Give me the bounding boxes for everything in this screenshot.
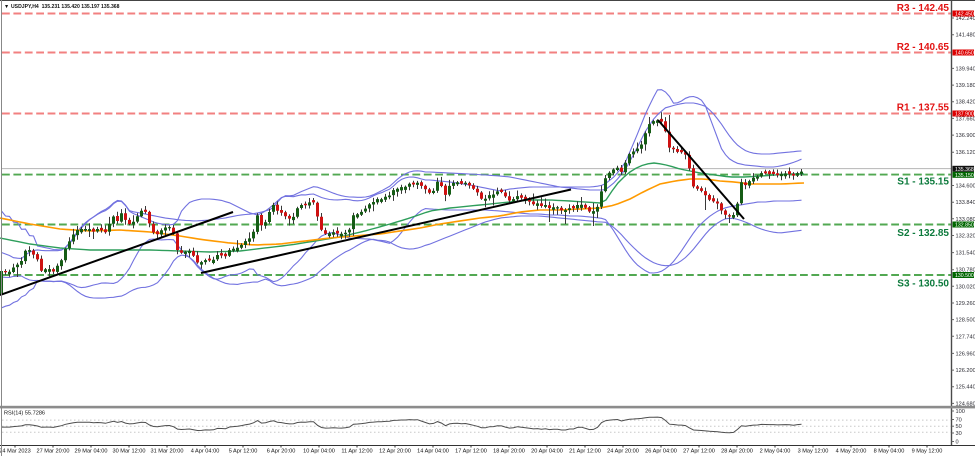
svg-text:4 May 20:00: 4 May 20:00: [836, 449, 867, 455]
svg-text:132.850: 132.850: [955, 223, 974, 229]
svg-text:USDJPY,H4 135.231 135.420 135: USDJPY,H4 135.231 135.420 135.197 135.36…: [11, 4, 120, 10]
svg-text:2 May 04:00: 2 May 04:00: [760, 449, 791, 455]
svg-text:142.450: 142.450: [955, 12, 974, 18]
svg-text:▼: ▼: [4, 4, 9, 10]
svg-text:3 May 12:00: 3 May 12:00: [798, 449, 829, 455]
svg-text:27 Apr 12:00: 27 Apr 12:00: [683, 449, 715, 455]
svg-text:139.940: 139.940: [956, 66, 975, 72]
svg-text:R1 - 137.55: R1 - 137.55: [897, 103, 950, 114]
svg-text:20 Apr 04:00: 20 Apr 04:00: [531, 449, 563, 455]
svg-text:S1 - 135.15: S1 - 135.15: [897, 177, 949, 188]
svg-text:126.960: 126.960: [956, 351, 975, 357]
svg-text:134.600: 134.600: [956, 184, 975, 190]
svg-text:4 Apr 04:00: 4 Apr 04:00: [191, 449, 220, 455]
svg-text:139.180: 139.180: [956, 83, 975, 89]
svg-text:30: 30: [956, 431, 962, 437]
svg-text:27 Mar 20:00: 27 Mar 20:00: [37, 449, 70, 455]
svg-text:5 Apr 12:00: 5 Apr 12:00: [229, 449, 258, 455]
svg-text:12 Apr 20:00: 12 Apr 20:00: [379, 449, 411, 455]
svg-text:70: 70: [956, 418, 962, 424]
svg-text:17 Apr 12:00: 17 Apr 12:00: [455, 449, 487, 455]
svg-text:130.020: 130.020: [956, 284, 975, 290]
svg-text:6 Apr 20:00: 6 Apr 20:00: [267, 449, 296, 455]
svg-text:130.500: 130.500: [955, 273, 974, 279]
svg-text:141.480: 141.480: [956, 33, 975, 39]
svg-text:132.320: 132.320: [956, 234, 975, 240]
svg-text:136.120: 136.120: [956, 150, 975, 156]
svg-text:RSI(14) 55.7286: RSI(14) 55.7286: [4, 411, 45, 417]
svg-text:0: 0: [956, 440, 959, 446]
svg-text:24 Mar 2023: 24 Mar 2023: [0, 449, 31, 455]
svg-text:8 May 04:00: 8 May 04:00: [874, 449, 905, 455]
svg-text:50: 50: [956, 424, 962, 430]
svg-text:24 Apr 20:00: 24 Apr 20:00: [607, 449, 639, 455]
svg-text:9 May 12:00: 9 May 12:00: [912, 449, 943, 455]
svg-text:10 Apr 04:00: 10 Apr 04:00: [303, 449, 335, 455]
svg-text:11 Apr 12:00: 11 Apr 12:00: [341, 449, 372, 455]
svg-text:135.150: 135.150: [955, 173, 974, 179]
svg-text:14 Apr 04:00: 14 Apr 04:00: [417, 449, 449, 455]
svg-text:138.420: 138.420: [956, 100, 975, 106]
svg-text:R3 - 142.45: R3 - 142.45: [897, 3, 950, 14]
svg-text:126.200: 126.200: [956, 368, 975, 374]
svg-text:18 Apr 20:00: 18 Apr 20:00: [493, 449, 525, 455]
svg-text:21 Apr 12:00: 21 Apr 12:00: [569, 449, 601, 455]
svg-text:R2 - 140.65: R2 - 140.65: [897, 42, 950, 53]
svg-text:140.650: 140.650: [955, 51, 974, 57]
svg-text:136.900: 136.900: [956, 133, 975, 139]
svg-text:133.840: 133.840: [956, 200, 975, 206]
svg-text:28 Apr 20:00: 28 Apr 20:00: [721, 449, 753, 455]
svg-text:127.740: 127.740: [956, 334, 975, 340]
svg-text:31 Mar 20:00: 31 Mar 20:00: [151, 449, 184, 455]
svg-text:S2 - 132.85: S2 - 132.85: [897, 228, 949, 239]
svg-text:100: 100: [956, 409, 965, 415]
svg-text:29 Mar 04:00: 29 Mar 04:00: [75, 449, 108, 455]
svg-text:129.260: 129.260: [956, 301, 975, 307]
svg-text:125.440: 125.440: [956, 385, 975, 391]
svg-text:131.540: 131.540: [956, 251, 975, 257]
svg-text:137.900: 137.900: [955, 112, 974, 118]
svg-text:128.500: 128.500: [956, 318, 975, 324]
svg-text:26 Apr 04:00: 26 Apr 04:00: [645, 449, 677, 455]
svg-text:S3 - 130.50: S3 - 130.50: [897, 279, 949, 290]
svg-text:30 Mar 12:00: 30 Mar 12:00: [113, 449, 146, 455]
